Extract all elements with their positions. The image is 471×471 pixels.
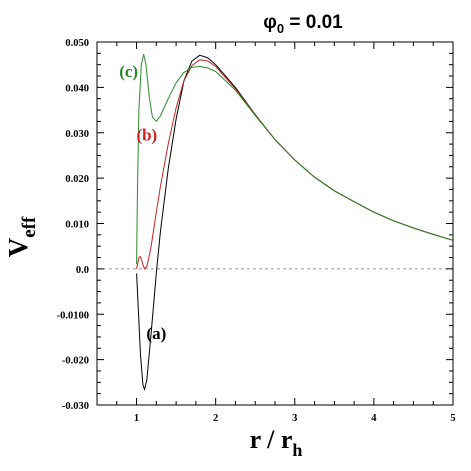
chart-title: φ0 = 0.01 [263, 12, 343, 36]
plot-frame [96, 41, 454, 406]
y-tick-label-2: 0.030 [65, 129, 89, 140]
y-tick-label-3: 0.020 [65, 174, 89, 185]
series-label-2: (c) [119, 62, 138, 81]
chart-title-value: = 0.01 [284, 12, 343, 33]
x-axis-label-main: r / r [250, 425, 293, 454]
x-tick-label-1: 2 [213, 413, 218, 424]
y-axis-label-main: V [3, 237, 33, 257]
y-axis-label: Veff [3, 216, 40, 257]
y-tick-label-7: -0.020 [62, 356, 89, 367]
series-line-1 [136, 59, 454, 270]
x-axis-label-subscript: h [292, 440, 302, 460]
x-tick-label-0: 1 [134, 413, 139, 424]
series-label-0: (a) [146, 324, 166, 343]
x-axis-label: r / rh [250, 425, 303, 460]
y-tick-label-0: 0.050 [65, 38, 89, 49]
y-tick-label-6: -0.0100 [57, 310, 89, 321]
chart-title-subscript: 0 [277, 21, 284, 36]
x-tick-label-4: 5 [450, 413, 455, 424]
series-label-1: (b) [136, 125, 157, 144]
chart-title-symbol: φ [263, 12, 277, 33]
series-line-2 [136, 53, 454, 265]
y-tick-label-8: -0.030 [62, 401, 89, 412]
y-tick-label-1: 0.040 [65, 83, 89, 94]
x-tick-label-2: 3 [292, 413, 297, 424]
series-line-0 [136, 54, 454, 391]
x-tick-label-3: 4 [371, 413, 377, 424]
y-tick-label-4: 0.010 [65, 220, 89, 231]
y-tick-label-5: 0.0 [76, 265, 89, 276]
y-axis-label-subscript: eff [19, 216, 40, 238]
